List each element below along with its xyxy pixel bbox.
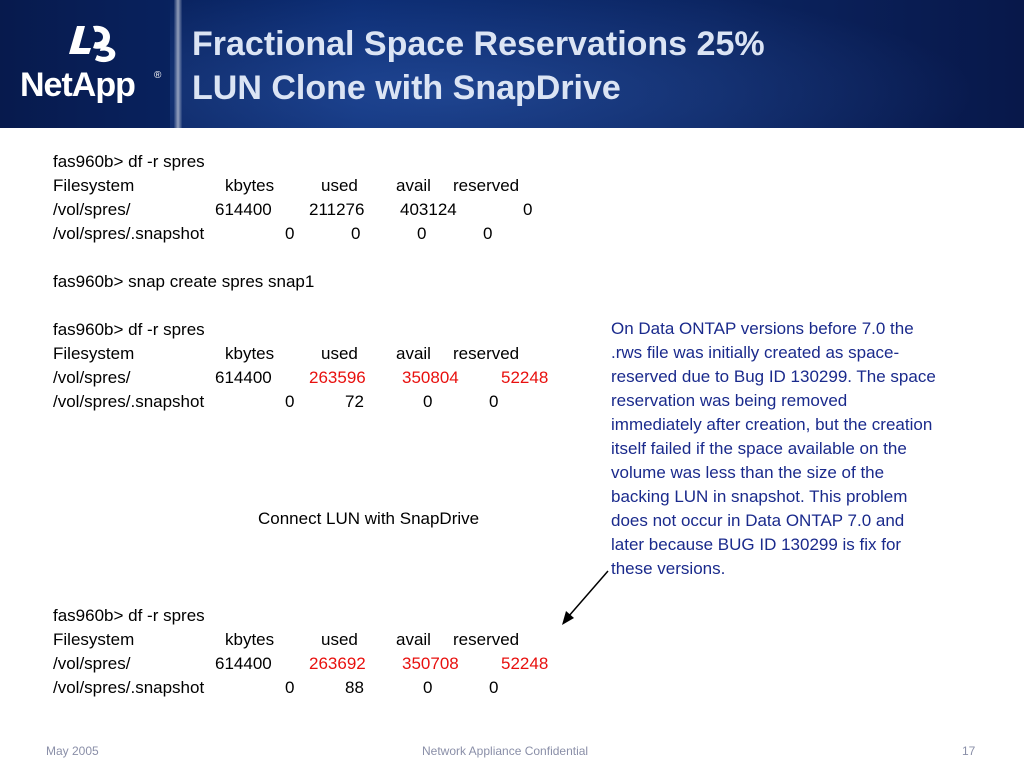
note-line: On Data ONTAP versions before 7.0 the <box>611 319 914 338</box>
header-reserved: reserved <box>453 344 520 363</box>
command-text: fas960b> df -r spres <box>53 606 205 625</box>
header-kbytes: kbytes <box>225 344 275 363</box>
header-filesystem: Filesystem <box>53 176 135 195</box>
header-filesystem: Filesystem <box>53 630 135 649</box>
df-output-block-3: fas960b> df -r spres Filesystem kbytes u… <box>53 604 593 700</box>
header-filesystem: Filesystem <box>53 344 135 363</box>
footer-confidential: Network Appliance Confidential <box>422 744 589 758</box>
cell-kbytes: 614400 <box>215 200 272 219</box>
cell-avail: 0 <box>423 678 433 697</box>
cell-reserved: 0 <box>483 224 493 243</box>
header-reserved: reserved <box>453 630 520 649</box>
cell-used: 72 <box>345 392 364 411</box>
df-header-row: Filesystem kbytes used avail reserved <box>53 342 593 366</box>
slide-title-line-2: LUN Clone with SnapDrive <box>192 69 621 107</box>
command-line: fas960b> df -r spres <box>53 604 593 628</box>
cell-reserved: 0 <box>489 678 499 697</box>
cell-used-highlight: 263596 <box>309 368 366 387</box>
header-used: used <box>321 176 358 195</box>
cell-reserved: 0 <box>523 200 533 219</box>
cell-reserved-highlight: 52248 <box>501 368 549 387</box>
note-line: reserved due to Bug ID 130299. The space <box>611 367 936 386</box>
cell-avail: 0 <box>423 392 433 411</box>
header-reserved: reserved <box>453 176 520 195</box>
df-row-snapshot: /vol/spres/.snapshot 0 72 0 0 <box>53 390 593 414</box>
cell-filesystem: /vol/spres/.snapshot <box>53 392 205 411</box>
cell-kbytes: 0 <box>285 224 295 243</box>
header-avail: avail <box>396 630 431 649</box>
note-line: backing LUN in snapshot. This problem <box>611 487 908 506</box>
command-text: fas960b> df -r spres <box>53 152 205 171</box>
header-used: used <box>321 630 358 649</box>
command-line: fas960b> df -r spres <box>53 150 573 174</box>
explanation-note: On Data ONTAP versions before 7.0 the .r… <box>611 317 1006 581</box>
df-row-snapshot: /vol/spres/.snapshot 0 88 0 0 <box>53 676 593 700</box>
df-row-vol: /vol/spres/ 614400 263596 350804 52248 <box>53 366 593 390</box>
df-output-block-2: fas960b> df -r spres Filesystem kbytes u… <box>53 318 593 414</box>
cell-avail: 403124 <box>400 200 457 219</box>
netapp-logo-text: NetApp <box>20 66 136 104</box>
df-header-row: Filesystem kbytes used avail reserved <box>53 174 573 198</box>
cell-reserved-highlight: 52248 <box>501 654 549 673</box>
note-line: itself failed if the space available on … <box>611 439 907 458</box>
note-line: volume was less than the size of the <box>611 463 885 482</box>
cell-kbytes: 614400 <box>215 368 272 387</box>
cell-filesystem: /vol/spres/.snapshot <box>53 678 205 697</box>
header-kbytes: kbytes <box>225 176 275 195</box>
note-line: reservation was being removed <box>611 391 848 410</box>
cell-filesystem: /vol/spres/ <box>53 654 131 673</box>
header-avail: avail <box>396 344 431 363</box>
header-divider <box>174 0 182 128</box>
cell-kbytes: 0 <box>285 392 295 411</box>
cell-used: 211276 <box>309 200 365 219</box>
cell-avail-highlight: 350804 <box>402 368 459 387</box>
header-used: used <box>321 344 358 363</box>
registered-mark: ® <box>154 70 162 81</box>
cell-used: 88 <box>345 678 364 697</box>
df-header-row: Filesystem kbytes used avail reserved <box>53 628 593 652</box>
df-row-snapshot: /vol/spres/.snapshot 0 0 0 0 <box>53 222 573 246</box>
slide-header: NetApp ® Fractional Space Reservations 2… <box>0 0 1024 128</box>
command-line: fas960b> df -r spres <box>53 318 593 342</box>
note-line: .rws file was initially created as space… <box>611 343 900 362</box>
df-output-block-1: fas960b> df -r spres Filesystem kbytes u… <box>53 150 573 294</box>
df-row-vol: /vol/spres/ 614400 211276 403124 0 <box>53 198 573 222</box>
slide-title-line-1: Fractional Space Reservations 25% <box>192 25 765 63</box>
cell-kbytes: 0 <box>285 678 295 697</box>
header-avail: avail <box>396 176 431 195</box>
cell-avail-highlight: 350708 <box>402 654 459 673</box>
command-text: fas960b> df -r spres <box>53 320 205 339</box>
callout-arrow-icon <box>562 570 609 625</box>
note-line: later because BUG ID 130299 is fix for <box>611 535 902 554</box>
cell-reserved: 0 <box>489 392 499 411</box>
slide-title: Fractional Space Reservations 25% LUN Cl… <box>192 22 765 110</box>
connect-lun-label: Connect LUN with SnapDrive <box>258 509 480 528</box>
cell-filesystem: /vol/spres/.snapshot <box>53 224 205 243</box>
cell-avail: 0 <box>417 224 427 243</box>
df-row-vol: /vol/spres/ 614400 263692 350708 52248 <box>53 652 593 676</box>
netapp-logo-mark-icon <box>69 25 116 63</box>
cell-filesystem: /vol/spres/ <box>53 200 131 219</box>
note-line: these versions. <box>611 559 726 578</box>
note-line: does not occur in Data ONTAP 7.0 and <box>611 511 905 530</box>
note-line: immediately after creation, but the crea… <box>611 415 933 434</box>
command-text: fas960b> snap create spres snap1 <box>53 272 315 291</box>
netapp-logo: NetApp ® <box>18 20 168 110</box>
cell-filesystem: /vol/spres/ <box>53 368 131 387</box>
cell-kbytes: 614400 <box>215 654 272 673</box>
footer-page-number: 17 <box>962 744 976 758</box>
cell-used: 0 <box>351 224 361 243</box>
footer-date: May 2005 <box>46 744 99 758</box>
snap-create-command: fas960b> snap create spres snap1 <box>53 270 573 294</box>
cell-used-highlight: 263692 <box>309 654 366 673</box>
header-kbytes: kbytes <box>225 630 275 649</box>
